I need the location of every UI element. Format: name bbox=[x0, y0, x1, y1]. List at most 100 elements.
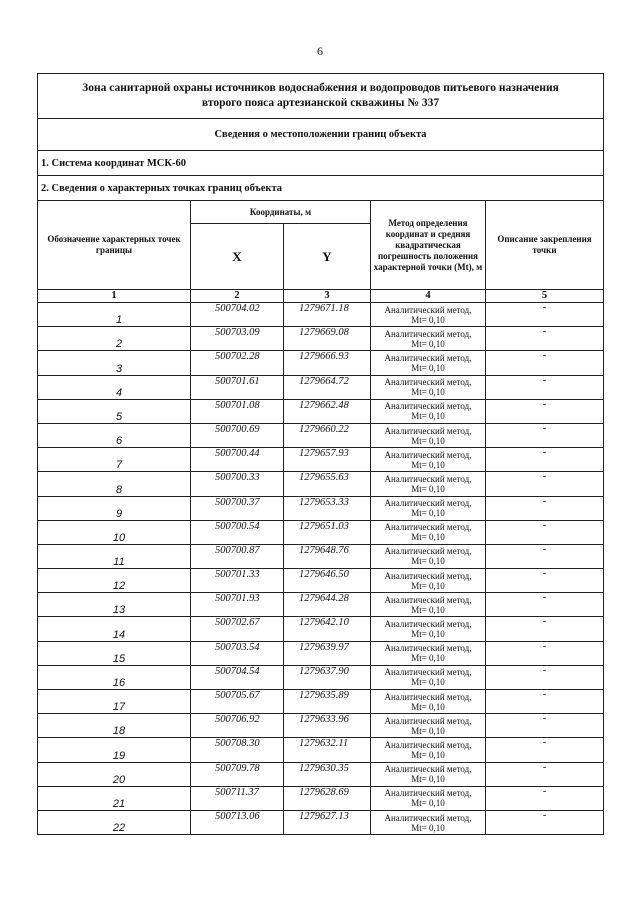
x-coordinate: 500700.54 bbox=[190, 519, 284, 545]
y-coordinate: 1279669.08 bbox=[283, 326, 371, 352]
method-text: Аналитический метод, bbox=[384, 594, 472, 605]
description: - bbox=[485, 664, 604, 691]
y-coordinate: 1279637.90 bbox=[283, 664, 371, 691]
table-row: 15 500703.54 1279639.97 Аналитический метод… bbox=[37, 640, 604, 666]
x-coordinate: 500706.92 bbox=[190, 713, 284, 739]
method-cell: Аналитический метод, Mt= 0,10 bbox=[370, 519, 486, 545]
y-coordinate: 1279662.48 bbox=[283, 398, 371, 424]
point-number: 15 bbox=[112, 652, 126, 665]
table-row: 5 500701.08 1279662.48 Аналитический метод,… bbox=[37, 398, 604, 424]
point-number: 12 bbox=[112, 580, 126, 593]
x-coordinate: 500701.33 bbox=[190, 568, 284, 594]
point-number-cell: 3 bbox=[37, 350, 191, 376]
method-text: Аналитический метод, bbox=[384, 643, 472, 654]
y-coordinate: 1279628.69 bbox=[283, 785, 371, 811]
point-number-cell: 16 bbox=[37, 664, 191, 691]
method-text: Аналитический метод, bbox=[384, 425, 472, 436]
method-cell: Аналитический метод, Mt= 0,10 bbox=[370, 471, 486, 497]
y-coordinate: 1279671.18 bbox=[283, 301, 371, 328]
point-number-cell: 21 bbox=[37, 785, 191, 811]
method-cell: Аналитический метод, Mt= 0,10 bbox=[370, 664, 486, 691]
point-number-cell: 18 bbox=[37, 713, 191, 739]
point-number-cell: 5 bbox=[37, 398, 191, 424]
table-row: 7 500700.44 1279657.93 Аналитический метод,… bbox=[37, 447, 604, 473]
x-coordinate: 500700.37 bbox=[190, 495, 284, 521]
method-text: Аналитический метод, bbox=[384, 715, 472, 726]
method-cell: Аналитический метод, Mt= 0,10 bbox=[370, 785, 486, 811]
header-method: Метод определения координат и средняя кв… bbox=[370, 200, 486, 290]
description: - bbox=[485, 301, 604, 328]
accuracy-text: Mt= 0,10 bbox=[411, 822, 445, 833]
description: - bbox=[485, 761, 604, 787]
description: - bbox=[485, 592, 604, 618]
table-row: 14 500702.67 1279642.10 Аналитический метод… bbox=[37, 616, 604, 642]
description: - bbox=[485, 688, 604, 715]
header-coords: Координаты, м bbox=[190, 200, 371, 224]
point-number: 2 bbox=[115, 338, 123, 351]
x-coordinate: 500703.09 bbox=[190, 326, 284, 352]
method-text: Аналитический метод, bbox=[384, 449, 472, 460]
point-number: 9 bbox=[115, 507, 123, 520]
description: - bbox=[485, 616, 604, 642]
point-number: 4 bbox=[115, 386, 123, 399]
point-number-cell: 19 bbox=[37, 737, 191, 763]
point-number-cell: 15 bbox=[37, 640, 191, 666]
method-text: Аналитический метод, bbox=[384, 739, 472, 750]
x-coordinate: 500700.69 bbox=[190, 422, 284, 449]
description: - bbox=[485, 737, 604, 763]
description: - bbox=[485, 398, 604, 424]
accuracy-text: Mt= 0,10 bbox=[411, 411, 445, 422]
method-cell: Аналитический метод, Mt= 0,10 bbox=[370, 713, 486, 739]
accuracy-text: Mt= 0,10 bbox=[411, 580, 445, 591]
accuracy-text: Mt= 0,10 bbox=[411, 314, 445, 325]
boundary-points-table: Зона санитарной охраны источников водосн… bbox=[37, 73, 604, 836]
table-row: 17 500705.67 1279635.89 Аналитический метод… bbox=[37, 688, 604, 715]
column-number: 2 bbox=[190, 289, 284, 303]
method-cell: Аналитический метод, Mt= 0,10 bbox=[370, 688, 486, 715]
x-coordinate: 500709.78 bbox=[190, 761, 284, 787]
point-number-cell: 22 bbox=[37, 809, 191, 836]
table-row: 22 500713.06 1279627.13 Аналитический метод… bbox=[37, 809, 604, 836]
point-number: 18 bbox=[112, 725, 126, 738]
table-row: 20 500709.78 1279630.35 Аналитический метод… bbox=[37, 761, 604, 787]
coordinate-system: 1. Система координат МСК-60 bbox=[37, 150, 604, 176]
accuracy-text: Mt= 0,10 bbox=[411, 701, 445, 712]
point-number: 19 bbox=[112, 749, 126, 762]
point-number-cell: 12 bbox=[37, 568, 191, 594]
method-text: Аналитический метод, bbox=[384, 522, 472, 533]
table-row: 2 500703.09 1279669.08 Аналитический метод,… bbox=[37, 326, 604, 352]
method-cell: Аналитический метод, Mt= 0,10 bbox=[370, 495, 486, 521]
method-cell: Аналитический метод, Mt= 0,10 bbox=[370, 447, 486, 473]
column-number: 3 bbox=[283, 289, 371, 303]
accuracy-text: Mt= 0,10 bbox=[411, 338, 445, 349]
x-coordinate: 500701.08 bbox=[190, 398, 284, 424]
y-coordinate: 1279648.76 bbox=[283, 543, 371, 570]
method-cell: Аналитический метод, Mt= 0,10 bbox=[370, 374, 486, 400]
x-coordinate: 500705.67 bbox=[190, 688, 284, 715]
point-number-cell: 11 bbox=[37, 543, 191, 570]
method-text: Аналитический метод, bbox=[384, 352, 472, 363]
y-coordinate: 1279639.97 bbox=[283, 640, 371, 666]
description: - bbox=[485, 422, 604, 449]
x-coordinate: 500704.54 bbox=[190, 664, 284, 691]
point-number-cell: 14 bbox=[37, 616, 191, 642]
accuracy-text: Mt= 0,10 bbox=[411, 749, 445, 760]
method-cell: Аналитический метод, Mt= 0,10 bbox=[370, 809, 486, 836]
accuracy-text: Mt= 0,10 bbox=[411, 774, 445, 785]
point-number-cell: 4 bbox=[37, 374, 191, 400]
x-coordinate: 500701.61 bbox=[190, 374, 284, 400]
point-number-cell: 8 bbox=[37, 471, 191, 497]
y-coordinate: 1279651.03 bbox=[283, 519, 371, 545]
header-x: X bbox=[190, 223, 284, 290]
y-coordinate: 1279655.63 bbox=[283, 471, 371, 497]
description: - bbox=[485, 374, 604, 400]
description: - bbox=[485, 640, 604, 666]
point-number-cell: 20 bbox=[37, 761, 191, 787]
point-number: 21 bbox=[112, 797, 126, 810]
page-number: 6 bbox=[317, 44, 323, 58]
point-number: 3 bbox=[115, 362, 123, 375]
method-text: Аналитический метод, bbox=[384, 691, 472, 702]
x-coordinate: 500700.44 bbox=[190, 447, 284, 473]
point-number: 8 bbox=[115, 483, 123, 496]
method-text: Аналитический метод, bbox=[384, 304, 472, 315]
